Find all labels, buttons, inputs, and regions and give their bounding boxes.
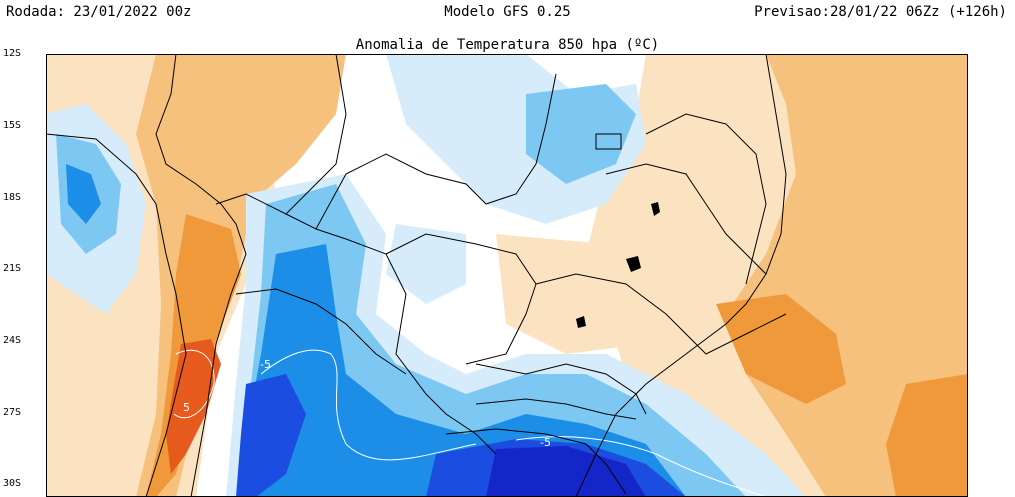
border-pr (475, 363, 647, 415)
reservoirs (576, 202, 660, 328)
warm-interior-light (496, 234, 666, 354)
border-bolivia-north (215, 54, 347, 215)
contour-minus5-east (515, 436, 767, 497)
border-go-mg (605, 163, 767, 275)
contour-label-minus5-east: -5 (540, 436, 551, 449)
border-ms (385, 233, 537, 365)
cold-tongue-strong (236, 244, 686, 497)
lat-label-30s: 30S (3, 478, 22, 489)
reservoir-b (626, 256, 641, 272)
border-brazil-west (285, 73, 557, 230)
border-atlantic-coast (575, 54, 787, 497)
temperature-anomaly-map: -5 5 -5 (46, 54, 968, 497)
lat-label-24s: 24S (3, 335, 22, 346)
political-borders (46, 54, 787, 497)
border-paraguay (315, 228, 497, 455)
border-pacific-coast (46, 133, 187, 497)
model-label: Modelo GFS 0.25 (444, 4, 571, 20)
warm-atlantic-strong-a (716, 294, 846, 404)
cold-southwest (236, 374, 306, 497)
lat-label-21s: 21S (3, 263, 22, 274)
lat-label-12s: 12S (3, 48, 22, 59)
run-label: Rodada: 23/01/2022 00z (6, 4, 192, 20)
border-df (595, 133, 622, 150)
lat-label-15s: 15S (3, 120, 22, 131)
lat-label-27s: 27S (3, 407, 22, 418)
forecast-label: Previsao:28/01/22 06Zz (+126h) (754, 4, 1007, 20)
contour-label-minus5-west: -5 (260, 358, 271, 371)
border-rs (445, 428, 627, 495)
border-sp-mg (535, 273, 787, 355)
border-andes (155, 54, 247, 497)
contour-minus5-west (260, 349, 477, 461)
contour-label-plus5: 5 (183, 401, 190, 414)
hot-core (166, 339, 221, 474)
cool-central-mid (526, 84, 636, 184)
very-cold-core (486, 446, 646, 497)
contour-plus5 (173, 349, 215, 419)
reservoir-a (651, 202, 660, 216)
border-argentina-paraguay (235, 288, 407, 375)
border-sc (475, 398, 637, 420)
anomaly-field: -5 5 -5 (46, 54, 968, 497)
cool-pacific-strong (66, 164, 101, 224)
reservoir-c (576, 316, 586, 328)
map-title: Anomalia de Temperatura 850 hpa (ºC) (355, 37, 660, 53)
border-bahia (645, 113, 767, 285)
lat-label-18s: 18S (3, 192, 22, 203)
warm-atlantic-strong-b (886, 374, 968, 497)
